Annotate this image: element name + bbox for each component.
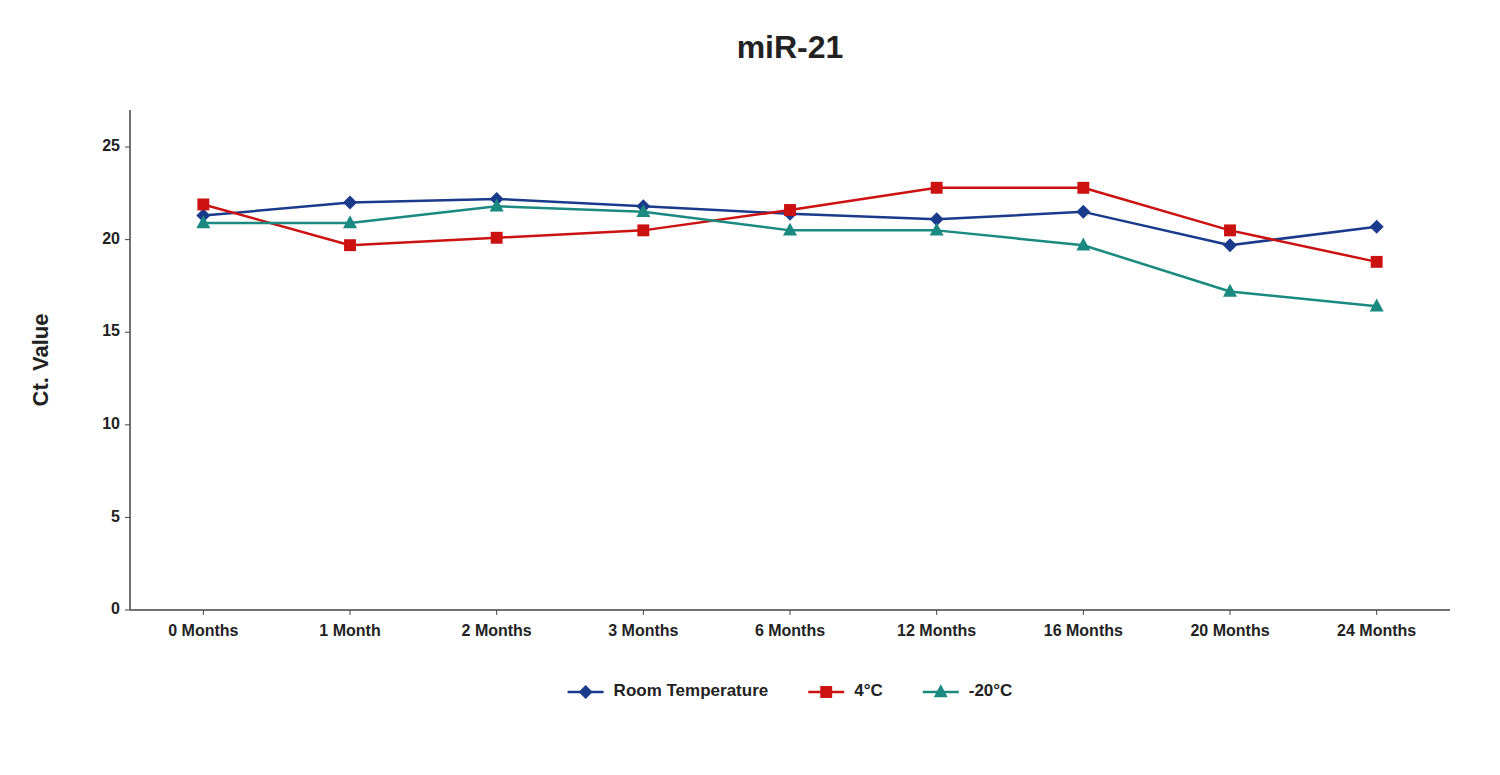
legend-swatch-marker xyxy=(934,684,948,697)
legend-swatch-marker xyxy=(820,686,832,698)
data-point xyxy=(1370,220,1384,234)
legend-label: Room Temperature xyxy=(614,681,769,700)
x-tick-label: 3 Months xyxy=(608,622,678,639)
y-axis-label: Ct. Value xyxy=(28,314,53,407)
y-tick-label: 5 xyxy=(111,508,120,525)
data-point xyxy=(637,224,649,236)
data-point xyxy=(1076,205,1090,219)
legend: Room Temperature 4°C -20°C xyxy=(568,681,1013,700)
data-point xyxy=(930,223,944,236)
data-point xyxy=(931,182,943,194)
legend-label: -20°C xyxy=(969,681,1013,700)
data-point xyxy=(343,196,357,210)
x-tick-label: 0 Months xyxy=(168,622,238,639)
data-point xyxy=(1223,238,1237,252)
chart-title: miR-21 xyxy=(737,29,844,65)
x-axis-line xyxy=(130,609,1450,611)
series-line xyxy=(203,188,1376,262)
y-tick-label: 10 xyxy=(102,415,120,432)
y-tick-label: 0 xyxy=(111,600,120,617)
legend-item: 4°C xyxy=(808,681,883,700)
x-tick-label: 16 Months xyxy=(1044,622,1123,639)
y-axis-line xyxy=(129,110,131,610)
data-point xyxy=(344,239,356,251)
y-tick-label: 25 xyxy=(102,137,120,154)
series-line xyxy=(203,206,1376,306)
data-point xyxy=(197,198,209,210)
data-point xyxy=(636,204,650,217)
data-point xyxy=(1077,182,1089,194)
data-point xyxy=(491,232,503,244)
data-point xyxy=(1371,256,1383,268)
x-tick-label: 24 Months xyxy=(1337,622,1416,639)
x-tick-label: 12 Months xyxy=(897,622,976,639)
data-point xyxy=(343,215,357,228)
data-point xyxy=(490,199,504,212)
y-tick-label: 20 xyxy=(102,230,120,247)
x-tick-label: 20 Months xyxy=(1190,622,1269,639)
legend-label: 4°C xyxy=(854,681,883,700)
x-tick-label: 2 Months xyxy=(462,622,532,639)
legend-item: -20°C xyxy=(923,681,1013,700)
data-point xyxy=(784,204,796,216)
data-point xyxy=(1370,299,1384,312)
chart-container: miR-21 Ct. Value 0 5 10 15 20 25 0 Months 1 Month… xyxy=(0,0,1500,775)
plot-area xyxy=(196,182,1383,312)
data-point xyxy=(783,223,797,236)
legend-swatch-marker xyxy=(579,685,593,699)
legend-item: Room Temperature xyxy=(568,681,769,700)
y-tick-label: 15 xyxy=(102,322,120,339)
data-point xyxy=(196,215,210,228)
x-tick-label: 1 Month xyxy=(319,622,380,639)
data-point xyxy=(1223,284,1237,297)
x-tick-label: 6 Months xyxy=(755,622,825,639)
data-point xyxy=(1224,224,1236,236)
chart-svg: miR-21 Ct. Value 0 5 10 15 20 25 0 Months 1 Month… xyxy=(0,0,1500,775)
data-point xyxy=(1076,237,1090,250)
